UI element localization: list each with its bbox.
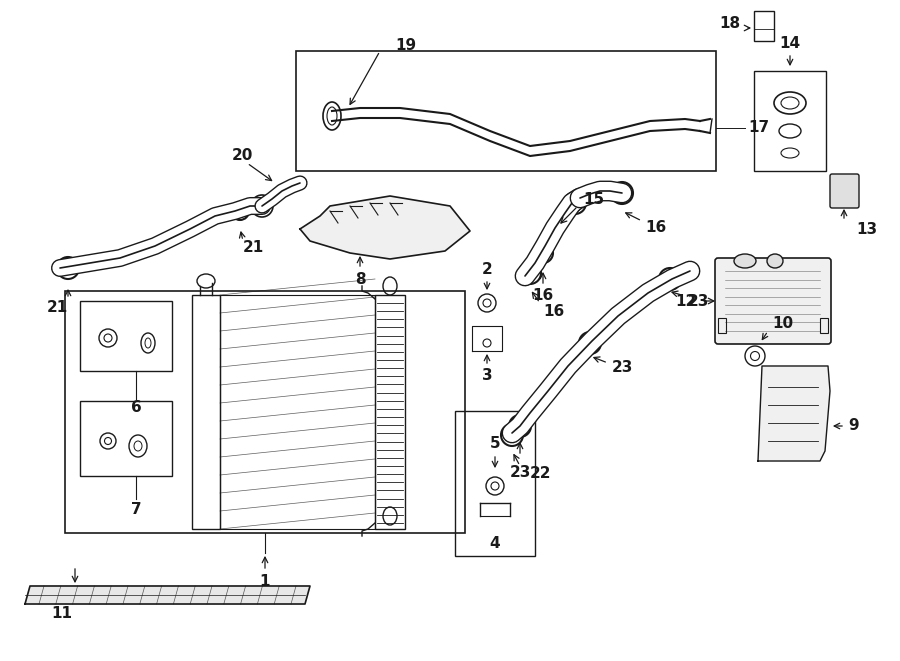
Ellipse shape — [664, 273, 676, 285]
Text: 3: 3 — [482, 368, 492, 383]
Text: 22: 22 — [530, 465, 552, 481]
Bar — [375, 295, 405, 529]
Ellipse shape — [57, 257, 79, 279]
Ellipse shape — [611, 182, 633, 204]
Ellipse shape — [506, 429, 518, 441]
Text: 7: 7 — [130, 502, 141, 516]
Bar — [296, 51, 716, 171]
Ellipse shape — [104, 334, 112, 342]
Bar — [455, 411, 535, 556]
Ellipse shape — [584, 337, 596, 349]
Text: 9: 9 — [848, 418, 859, 434]
Ellipse shape — [616, 187, 628, 199]
Ellipse shape — [501, 424, 523, 446]
Text: 15: 15 — [583, 192, 604, 206]
Bar — [80, 401, 172, 476]
Text: 16: 16 — [533, 288, 554, 303]
Text: 16: 16 — [543, 303, 564, 319]
FancyBboxPatch shape — [715, 258, 831, 344]
Ellipse shape — [514, 420, 526, 432]
Text: 17: 17 — [748, 120, 770, 136]
Ellipse shape — [235, 206, 245, 216]
Text: 10: 10 — [772, 315, 793, 330]
Text: 18: 18 — [719, 15, 740, 30]
Ellipse shape — [231, 202, 249, 220]
Ellipse shape — [533, 243, 553, 263]
Ellipse shape — [564, 192, 586, 214]
Text: 2: 2 — [482, 262, 492, 276]
Text: 13: 13 — [856, 221, 878, 237]
Ellipse shape — [145, 338, 151, 348]
Text: 8: 8 — [355, 272, 365, 286]
Text: 6: 6 — [130, 401, 141, 416]
Ellipse shape — [519, 262, 541, 284]
Text: 4: 4 — [490, 535, 500, 551]
Bar — [65, 291, 465, 533]
Ellipse shape — [61, 262, 75, 274]
Ellipse shape — [659, 268, 681, 290]
Ellipse shape — [767, 254, 783, 268]
Text: 16: 16 — [645, 221, 666, 235]
Bar — [754, 11, 774, 41]
Bar — [820, 318, 828, 333]
Ellipse shape — [134, 441, 142, 451]
Text: 23: 23 — [612, 360, 634, 375]
Text: 1: 1 — [260, 574, 270, 588]
Bar — [718, 318, 726, 333]
Ellipse shape — [104, 438, 112, 444]
Text: 19: 19 — [395, 38, 416, 54]
Text: 12: 12 — [676, 293, 697, 309]
Text: 23: 23 — [688, 293, 709, 309]
Text: 11: 11 — [51, 607, 73, 621]
Ellipse shape — [579, 332, 601, 354]
Bar — [80, 301, 172, 371]
Ellipse shape — [538, 248, 548, 258]
Polygon shape — [758, 366, 830, 461]
Bar — [192, 295, 220, 529]
Text: 20: 20 — [231, 149, 253, 163]
Text: 5: 5 — [490, 436, 500, 451]
Polygon shape — [300, 196, 470, 259]
FancyBboxPatch shape — [830, 174, 859, 208]
Ellipse shape — [509, 415, 531, 437]
Text: 21: 21 — [47, 299, 68, 315]
Ellipse shape — [256, 200, 268, 212]
Bar — [754, 71, 826, 171]
Text: 14: 14 — [779, 36, 801, 50]
Text: 23: 23 — [509, 465, 531, 480]
Bar — [220, 295, 375, 529]
Text: 21: 21 — [242, 241, 264, 256]
Ellipse shape — [524, 267, 536, 279]
Polygon shape — [25, 586, 310, 604]
Ellipse shape — [251, 195, 273, 217]
Ellipse shape — [569, 197, 581, 209]
Ellipse shape — [734, 254, 756, 268]
